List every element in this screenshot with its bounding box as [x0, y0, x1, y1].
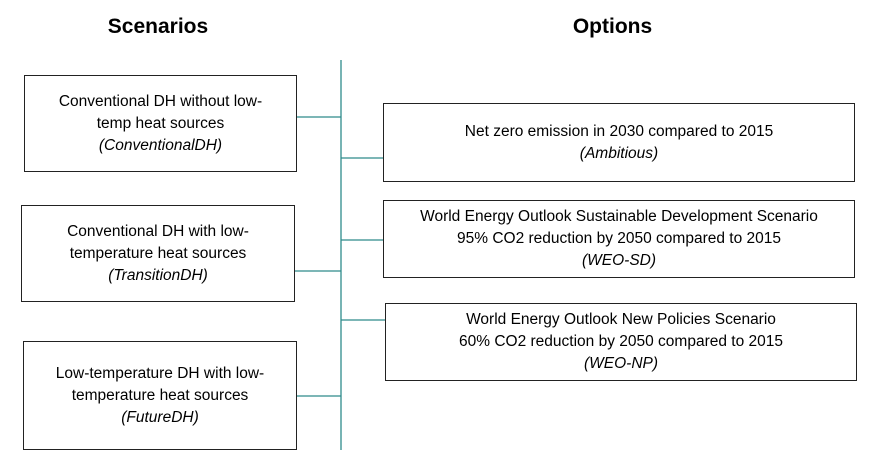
scenario-box-future-dh: Low-temperature DH with low- temperature… — [23, 341, 297, 450]
option-tag: (WEO-NP) — [583, 355, 659, 372]
option-label-line: Net zero emission in 2030 compared to 20… — [464, 122, 774, 140]
scenario-label-line: Low-temperature DH with low- — [55, 364, 265, 382]
option-label-line: 60% CO2 reduction by 2050 compared to 20… — [459, 333, 783, 350]
option-box-ambitious: Net zero emission in 2030 compared to 20… — [383, 103, 855, 182]
scenario-box-transition-dh: Conventional DH with low- temperature he… — [21, 205, 295, 302]
scenario-label-line: Conventional DH with low- — [67, 222, 249, 240]
scenarios-heading: Scenarios — [107, 15, 209, 38]
option-label-line: World Energy Outlook Sustainable Develop… — [420, 208, 818, 225]
scenario-label-line: Conventional DH without low- — [58, 92, 263, 110]
scenario-label-line: temperature heat sources — [71, 386, 249, 404]
scenario-box-conventional-dh: Conventional DH without low- temp heat s… — [24, 75, 297, 172]
scenario-label-line: temperature heat sources — [69, 244, 247, 262]
option-tag: (WEO-SD) — [581, 252, 657, 269]
scenario-tag: (FutureDH) — [121, 408, 199, 426]
options-heading: Options — [572, 15, 653, 38]
scenario-tag: (ConventionalDH) — [98, 136, 223, 154]
option-label-line: World Energy Outlook New Policies Scenar… — [466, 311, 776, 328]
scenario-tag: (TransitionDH) — [108, 266, 208, 284]
option-tag: (Ambitious) — [579, 144, 659, 162]
option-label-line: 95% CO2 reduction by 2050 compared to 20… — [457, 230, 781, 247]
option-box-weo-np: World Energy Outlook New Policies Scenar… — [385, 303, 857, 381]
scenario-label-line: temp heat sources — [96, 114, 225, 132]
option-box-weo-sd: World Energy Outlook Sustainable Develop… — [383, 200, 855, 278]
